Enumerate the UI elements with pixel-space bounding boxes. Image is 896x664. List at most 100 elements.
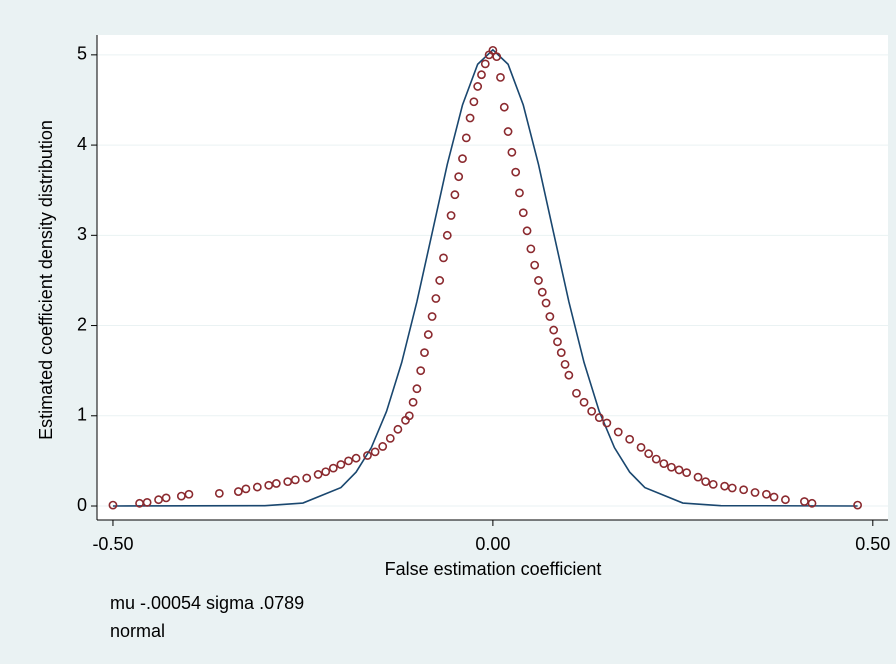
density-point — [769, 492, 779, 502]
density-point — [385, 433, 395, 443]
density-point — [651, 454, 661, 464]
density-point — [534, 276, 543, 285]
density-point — [423, 330, 433, 339]
density-point — [541, 298, 551, 308]
density-point — [252, 482, 262, 492]
density-point — [302, 473, 312, 483]
density-point — [537, 287, 547, 297]
density-point — [450, 190, 460, 200]
density-point — [625, 434, 635, 444]
density-point — [328, 463, 338, 473]
y-tick-label: 1 — [77, 405, 87, 425]
density-point — [579, 397, 589, 407]
density-point — [781, 495, 790, 505]
density-point — [363, 451, 372, 460]
density-point — [526, 244, 536, 254]
density-point — [659, 459, 669, 469]
y-tick-label: 0 — [77, 495, 87, 515]
density-point — [442, 230, 452, 240]
note: mu -.00054 sigma .0789 — [110, 593, 304, 613]
density-point — [587, 406, 597, 416]
density-point — [469, 97, 479, 107]
normal-curve — [112, 48, 858, 507]
density-point — [321, 467, 331, 477]
density-point — [313, 470, 323, 479]
y-tick-label: 5 — [77, 44, 87, 64]
density-point — [499, 102, 509, 112]
density-point — [492, 52, 502, 62]
density-point — [613, 427, 623, 437]
density-point — [480, 59, 490, 69]
density-point — [351, 453, 361, 463]
density-point — [594, 413, 604, 422]
density-point — [378, 442, 388, 451]
density-point — [739, 485, 749, 495]
density-point — [701, 477, 711, 487]
density-point — [572, 388, 581, 398]
density-point — [667, 462, 676, 472]
density-point — [142, 498, 152, 507]
density-point — [214, 488, 224, 498]
y-tick-label: 2 — [77, 314, 87, 334]
density-point — [473, 82, 483, 91]
density-point — [636, 442, 646, 452]
density-point — [545, 312, 555, 321]
density-point — [553, 337, 562, 347]
density-point — [412, 384, 422, 394]
density-point — [439, 253, 448, 263]
density-point — [431, 294, 441, 303]
density-point — [446, 211, 456, 220]
density-point — [108, 500, 118, 510]
density-point — [503, 127, 513, 136]
density-point — [184, 489, 194, 499]
density-point — [530, 260, 540, 270]
note: normal — [110, 621, 165, 641]
density-point — [602, 418, 612, 428]
density-point — [518, 208, 528, 218]
density-point — [458, 154, 467, 164]
plot-area — [97, 35, 888, 520]
x-tick-label: 0.50 — [855, 534, 890, 554]
y-tick-label: 4 — [77, 134, 87, 154]
density-point — [393, 424, 403, 434]
density-point — [682, 468, 692, 478]
density-point — [507, 147, 517, 157]
density-point — [564, 370, 574, 380]
density-point — [560, 359, 570, 369]
density-point — [233, 487, 243, 496]
density-point — [416, 366, 426, 376]
x-tick-label: -0.50 — [92, 534, 133, 554]
density-point — [435, 276, 445, 285]
density-point — [674, 465, 684, 475]
density-point — [408, 397, 418, 407]
density-point — [708, 479, 718, 489]
density-point — [461, 133, 471, 143]
density-point — [807, 498, 817, 508]
density-point — [727, 483, 737, 493]
density-point — [556, 348, 566, 358]
density-point — [477, 70, 486, 80]
density-point — [693, 472, 703, 482]
density-point — [644, 449, 654, 459]
density-point — [420, 348, 429, 358]
density-point — [344, 456, 353, 466]
x-tick-label: 0.00 — [475, 534, 510, 554]
density-point — [488, 45, 498, 55]
density-point — [161, 493, 171, 503]
density-point — [515, 188, 524, 198]
density-point — [853, 500, 863, 510]
density-point — [271, 479, 281, 488]
y-axis-label: Estimated coefficient density distributi… — [36, 120, 56, 440]
density-point — [454, 172, 464, 182]
y-tick-label: 3 — [77, 224, 87, 244]
density-point — [465, 113, 475, 123]
density-point — [750, 488, 760, 497]
density-point — [336, 460, 346, 469]
density-point — [511, 167, 521, 177]
x-axis-label: False estimation coefficient — [385, 559, 602, 579]
density-point — [241, 484, 251, 494]
density-point — [404, 411, 414, 421]
density-point — [522, 226, 532, 236]
density-point — [370, 447, 380, 457]
